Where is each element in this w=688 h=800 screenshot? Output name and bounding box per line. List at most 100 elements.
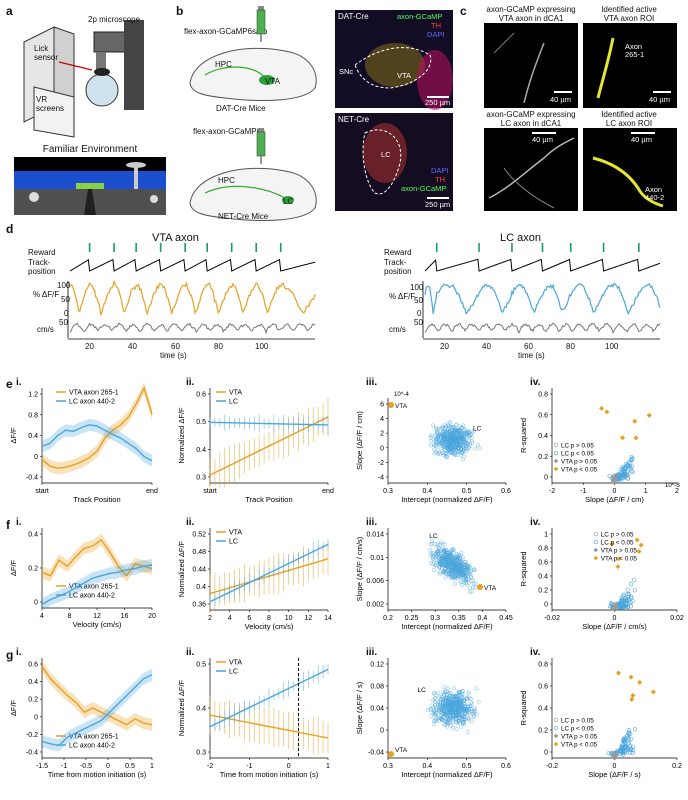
e-iv-vta-point: [632, 418, 638, 424]
f-iv-legend-label: VTA p < 0.05: [601, 556, 638, 563]
g-iii-lc-point: [433, 700, 438, 705]
g-iii-lc-point: [471, 714, 476, 719]
e-ii-series-1: [209, 421, 329, 426]
e-iii-lc-point: [462, 454, 467, 459]
g-iv-xtick-label: 0: [613, 763, 617, 770]
g-iv-vta-point: [637, 679, 643, 685]
f-iii-lc-point: [443, 548, 448, 553]
f-iv-vta-point: [609, 541, 615, 547]
g-iii-lc-point: [442, 685, 447, 690]
e-iii-lc-point: [460, 457, 465, 462]
g-iii-xtick-label: 0.6: [501, 763, 511, 770]
e-i-label: i.: [16, 377, 22, 388]
e-iii-lc-point: [453, 429, 458, 433]
e-i-legend-label: LC axon 440-2: [69, 399, 115, 406]
e-iii-lc-point: [436, 431, 441, 436]
f-iii-lc-point: [464, 582, 469, 587]
reward-label-vta: Reward: [28, 248, 56, 257]
g-ii-legend-label: LC: [229, 669, 238, 676]
g-iv-ytick-label: 0: [544, 750, 548, 757]
f-iii-lc-point: [461, 555, 465, 560]
e-iv-legend-swatch: [553, 458, 559, 464]
e-iii-lc-point: [444, 453, 449, 458]
g-iii-lc-point: [434, 717, 439, 722]
g-iv-legend-label: LC p > 0.05: [561, 718, 594, 725]
g-iii-lc-point: [453, 713, 458, 718]
f-iv-ytick-label: 0.6: [538, 560, 548, 567]
e-iii-xtick-label: 0.5: [462, 488, 472, 495]
e-iii-xtick-label: 0.3: [383, 488, 393, 495]
f-iii-xtick-label: 0.25: [405, 615, 419, 622]
dff-label-vta: % ΔF/F: [33, 290, 60, 299]
f-iii-xtick-label: 0.45: [499, 615, 513, 622]
g-iii-lc-point: [452, 710, 457, 715]
e-iv-vta-point: [599, 405, 605, 411]
e-iv-vta-point: [604, 409, 610, 415]
vta-axon-title: VTA axon: [152, 232, 199, 244]
f-i-xtick-label: 16: [121, 613, 129, 620]
e-iv-ytick-label: 0.2: [538, 454, 548, 461]
lc-xtick-60: 60: [524, 342, 533, 351]
g-iv-label: iv.: [530, 647, 541, 658]
e-iii-lc-point: [445, 435, 450, 440]
lc-ytick-50: 50: [414, 296, 423, 305]
mouse-bottom-label: NET-Cre Mice: [218, 212, 269, 221]
e-iv-ns-point: [611, 479, 616, 484]
g-i-ytick-label: 0.2: [28, 697, 38, 704]
f-i-series-0: [41, 538, 153, 577]
net-dapi-label: DAPI: [431, 166, 449, 175]
f-ii-ytick-label: 0.52: [192, 532, 206, 539]
e-iii-lc-point: [466, 429, 470, 434]
e-iii-lc-point: [450, 447, 455, 452]
g-iii-lc-point: [439, 708, 444, 712]
g-iv-lc-point: [629, 736, 634, 741]
axon-265-1-label: Axon 265-1: [625, 42, 645, 59]
vta-speed-tick: 50: [59, 318, 68, 327]
e-iv-legend-swatch: [553, 442, 559, 448]
hpc-top-label: HPC: [215, 60, 232, 69]
g-i-ytick-label: 0: [34, 714, 38, 721]
vta-xtick-60: 60: [171, 342, 180, 351]
e-iv-xtick-label: -1: [580, 488, 586, 495]
f-iii-lc-point: [433, 563, 438, 568]
g-iii-lc-point: [447, 700, 452, 705]
g-iii-lc-point: [432, 691, 437, 696]
g-iv-lc-point: [632, 727, 638, 732]
f-iii-lc-point: [436, 559, 441, 564]
f-iii-ylabel: Slope (ΔF/F / cm/s): [355, 536, 364, 601]
g-iii-lc-point: [472, 713, 476, 718]
e-iv-lc-point: [607, 473, 612, 478]
f-iv-lc-point: [626, 591, 632, 597]
f-ii-xtick-label: 4: [228, 615, 232, 622]
g-iv-xlabel: Slope (ΔF/F / s): [588, 770, 641, 779]
lc-xtick-100: 100: [605, 342, 619, 351]
f-iv-legend-swatch: [593, 547, 599, 553]
g-iii-lc-point: [438, 694, 443, 699]
g-iv-ns-point: [614, 752, 619, 757]
dat-gcamp-label: axon-GCaMP: [397, 12, 443, 21]
e-iii-lc-point: [447, 430, 452, 435]
vta-speed-trace: [69, 322, 316, 335]
g-iii-lc-point: [461, 720, 466, 725]
e-iii-lc-point: [445, 455, 450, 460]
f-iii-lc-point: [428, 542, 433, 547]
f-iv-lc-point: [621, 604, 627, 610]
e-iii-exponent: 10^-4: [394, 392, 409, 398]
e-iii-ytick-label: -2: [378, 460, 384, 467]
c1-scale-label: 40 µm: [550, 95, 571, 104]
f-iii-lc-point: [436, 548, 441, 553]
f-iii-lc-point: [440, 558, 445, 563]
e-iii-lc-point: [459, 446, 464, 451]
g-ii-xtick-label: 1: [326, 763, 330, 770]
e-iii-lc-point: [457, 429, 461, 433]
f-iv-ns-point: [613, 604, 618, 608]
g-ii-xlabel: Time from motion initiation (s): [220, 770, 319, 779]
f-iii-lc-point: [452, 582, 457, 586]
g-iv-legend-swatch: [553, 741, 559, 747]
f-iii-lc-point: [443, 552, 448, 557]
g-i-legend-label: LC axon 440-2: [69, 743, 115, 750]
e-iii-ytick-label: 4: [380, 416, 384, 423]
f-iii-lc-point: [434, 552, 439, 557]
